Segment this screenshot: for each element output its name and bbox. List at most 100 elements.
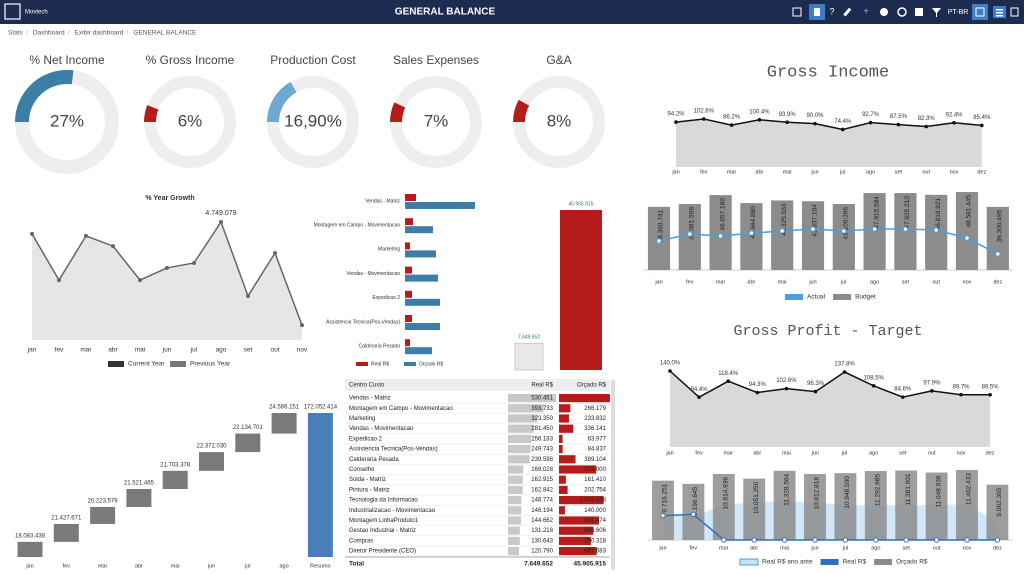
kpi-title: Production Cost <box>270 53 356 67</box>
breadcrumb-item[interactable]: Stats <box>8 30 24 37</box>
x-tick-label: mar <box>716 279 726 285</box>
cell-text: Calderaria Pesada <box>349 457 399 463</box>
cell-bar <box>508 404 544 413</box>
legend-label: Previous Year <box>190 361 231 368</box>
data-label: 47.915.584 <box>873 196 880 229</box>
x-tick-label: mai <box>780 545 789 551</box>
bar <box>834 473 857 540</box>
icon[interactable] <box>792 7 802 17</box>
data-label: 172.052.414 <box>304 405 338 411</box>
kpi-title: % Net Income <box>29 53 105 67</box>
icon[interactable] <box>932 8 941 17</box>
icon[interactable] <box>915 8 923 16</box>
x-tick-label: mai <box>171 563 180 569</box>
point <box>674 120 678 124</box>
point <box>995 251 1001 257</box>
cell-bar <box>559 465 597 474</box>
point <box>964 537 970 543</box>
point <box>717 233 724 239</box>
cell-text: 131.218 <box>531 528 553 534</box>
icon[interactable]: ? <box>829 6 834 16</box>
donut-arc <box>15 70 74 123</box>
chart-title: Gross Profit - Target <box>733 323 922 340</box>
data-label: 84.4% <box>691 387 709 393</box>
breadcrumb-item[interactable]: Dashboard <box>33 30 65 37</box>
cell-text: Assistencia Tecnica(Pos-Vendas) <box>349 447 438 453</box>
icon <box>996 15 1003 17</box>
icon[interactable] <box>897 7 907 17</box>
total-text: 45.905.915 <box>573 561 606 568</box>
point <box>896 122 901 127</box>
point <box>246 294 250 299</box>
icon[interactable] <box>880 8 888 16</box>
cell-text: Montagem em Campo - Movimentacao <box>349 406 453 412</box>
page-title: GENERAL BALANCE <box>395 7 496 18</box>
x-tick-label: fev <box>55 347 64 354</box>
point <box>192 260 196 265</box>
point <box>952 120 956 125</box>
bar <box>956 470 978 540</box>
cell-text: 806.606 <box>584 528 606 534</box>
cell-bar <box>559 526 594 535</box>
data-label: 42.837.104 <box>812 204 819 237</box>
cell-bar <box>559 445 563 454</box>
x-tick-label: set <box>244 347 253 354</box>
x-tick-label: jun <box>810 169 818 175</box>
donut-arc <box>513 99 530 123</box>
cell-text: 233.832 <box>584 416 606 422</box>
bar <box>53 523 79 542</box>
data-label: 89.5% <box>982 384 1000 390</box>
bar <box>955 192 979 270</box>
legend-swatch <box>833 294 852 300</box>
data-label: 82.3% <box>918 116 936 122</box>
logo[interactable] <box>4 3 21 20</box>
cell-bar <box>508 414 538 423</box>
breadcrumb-item[interactable]: Exibir dashboard <box>75 30 124 37</box>
y-tick-label: Calderaria Pesada <box>359 344 401 350</box>
bar <box>801 201 825 270</box>
cell-bar <box>508 455 530 464</box>
x-tick-label: mai <box>783 169 792 175</box>
x-tick-label: abr <box>135 563 143 569</box>
data-label: 21.427.671 <box>51 516 82 522</box>
bar <box>405 250 436 258</box>
cell-text: 941.474 <box>584 518 606 524</box>
icon[interactable] <box>1010 7 1019 17</box>
bar <box>560 210 602 370</box>
data-label: 46.819.921 <box>935 197 942 230</box>
cell-text: 202.754 <box>584 487 606 493</box>
x-tick-label: mar <box>98 563 108 569</box>
x-tick-label: jul <box>244 563 251 569</box>
icon[interactable] <box>843 7 852 17</box>
cell-text: Conselho <box>349 467 375 473</box>
legend-label: Budget <box>855 294 876 301</box>
data-label: 46.657.180 <box>719 198 726 231</box>
cell-text: 146.194 <box>531 508 553 514</box>
language[interactable]: PT-BR <box>948 9 969 16</box>
donut-arc <box>267 81 297 123</box>
point <box>933 537 940 543</box>
data-label: 22.372.030 <box>196 444 227 450</box>
x-tick-label: abr <box>747 279 755 285</box>
bar <box>773 470 796 540</box>
cell-text: Solda - Matriz <box>349 477 386 483</box>
icon[interactable] <box>972 4 988 20</box>
cell-text: 144.662 <box>531 518 553 524</box>
x-tick-label: ago <box>280 563 289 569</box>
y-tick-label: Assistencia Tecnica(Pos-Vendas) <box>326 319 400 325</box>
cell-bar <box>508 434 532 443</box>
point <box>873 537 879 543</box>
data-label: 137.8% <box>834 362 855 368</box>
legend-label: Real R$ <box>843 559 867 566</box>
bar <box>162 470 188 489</box>
point <box>702 117 706 121</box>
point <box>924 124 928 129</box>
point <box>660 512 666 519</box>
point <box>757 118 762 122</box>
icon[interactable]: + <box>863 7 869 18</box>
bar <box>405 202 475 209</box>
bar <box>405 315 412 322</box>
cell-text: 750.318 <box>584 538 606 544</box>
x-tick-label: nov <box>950 169 959 175</box>
x-tick-label: nov <box>297 347 308 354</box>
